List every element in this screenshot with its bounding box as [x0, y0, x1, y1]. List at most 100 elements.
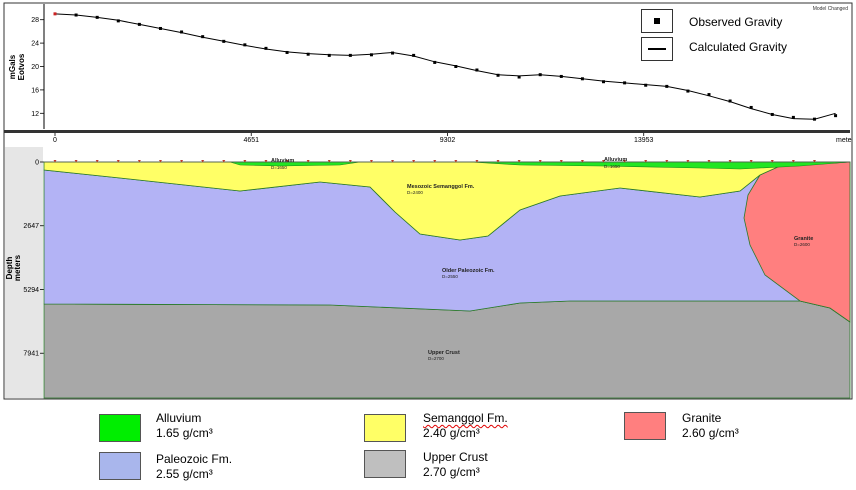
- observed-point: [812, 117, 816, 121]
- observed-point: [433, 60, 437, 64]
- depth-tick-label: 5294: [23, 287, 39, 294]
- station-marker: [559, 160, 563, 163]
- station-marker: [201, 160, 205, 163]
- distance-axis: 0 4651 9302 13953: [53, 133, 654, 144]
- gravity-tick-label: 12: [31, 111, 39, 118]
- distance-tick-label: 0: [53, 137, 57, 144]
- station-marker: [391, 160, 395, 163]
- station-marker: [665, 160, 669, 163]
- gravity-tick-label: 20: [31, 64, 39, 71]
- calculated-legend-label: Calculated Gravity: [689, 40, 788, 54]
- observed-point: [644, 83, 648, 87]
- observed-point: [243, 43, 247, 47]
- paleozoic-density: D=2550: [442, 274, 458, 279]
- semanggol-density: D=2400: [407, 190, 423, 195]
- observed-point: [538, 73, 542, 77]
- geologic-section[interactable]: Alluvium Alluvium Mesozoic Semanggol Fm.…: [43, 157, 851, 399]
- station-marker: [475, 160, 479, 163]
- observed-point: [137, 22, 141, 26]
- depth-tick-label: 0: [35, 160, 39, 167]
- paleozoic-label: Older Paleozoic Fm.: [442, 268, 495, 274]
- observed-point: [95, 15, 99, 19]
- alluvium-swatch: [99, 414, 141, 442]
- calculated-gravity-line: [54, 13, 836, 120]
- granite-density: D=2600: [794, 242, 810, 247]
- observed-point: [686, 89, 690, 93]
- observed-point: [707, 93, 711, 97]
- upper-crust-density: D=2700: [428, 356, 444, 361]
- station-marker: [686, 160, 690, 163]
- observed-point: [580, 77, 584, 81]
- station-marker: [791, 160, 795, 163]
- observed-point: [306, 52, 310, 56]
- semanggol-body[interactable]: [43, 161, 851, 241]
- station-marker: [327, 160, 331, 163]
- station-marker: [53, 160, 57, 163]
- observed-point: [559, 74, 563, 78]
- observed-legend-label: Observed Gravity: [689, 15, 783, 29]
- gravity-axis-label-1: mGals: [8, 54, 17, 79]
- alluvium-right-density: D=1650: [604, 164, 620, 169]
- distance-unit-label: mete: [836, 137, 852, 144]
- station-marker: [770, 160, 774, 163]
- panel-separator[interactable]: [4, 130, 850, 133]
- gravity-axis-label-2: Eotvos: [17, 53, 26, 80]
- station-marker: [264, 160, 268, 163]
- upper-crust-label: Upper Crust: [428, 350, 460, 356]
- station-marker: [95, 160, 99, 163]
- station-marker: [180, 160, 184, 163]
- observed-point: [834, 114, 838, 118]
- observed-point: [665, 84, 669, 88]
- gravity-panel[interactable]: Model Changed mGals Eotvos 28 24 20 16 12: [8, 4, 850, 129]
- alluvium-left-label: Alluvium: [271, 158, 294, 164]
- observed-point: [602, 80, 606, 84]
- semanggol-key: Semanggol Fm. 2.40 g/cm³: [423, 411, 508, 440]
- granite-label: Granite: [794, 236, 813, 242]
- observed-legend-marker: [641, 9, 673, 33]
- station-marker: [728, 160, 732, 163]
- alluvium-right-label: Alluvium: [604, 157, 627, 163]
- alluvium-body-right[interactable]: [469, 161, 851, 170]
- station-marker: [580, 160, 584, 163]
- gravity-tick-label: 16: [31, 87, 39, 94]
- observed-point: [348, 53, 352, 57]
- observed-point: [454, 65, 458, 68]
- gravity-tick-label: 28: [31, 17, 39, 24]
- model-view: Model Changed mGals Eotvos 28 24 20 16 12 0 4…: [3, 2, 853, 400]
- station-marker: [433, 160, 437, 163]
- observed-point: [327, 53, 331, 57]
- station-marker: [222, 160, 226, 163]
- status-text: Model Changed: [813, 6, 849, 12]
- paleozoic-swatch: [99, 452, 141, 480]
- observed-point: [201, 35, 205, 39]
- station-marker: [285, 160, 289, 163]
- observed-point: [623, 81, 627, 85]
- gravity-y-ticks: 28 24 20 16 12: [31, 17, 44, 118]
- observed-point: [496, 73, 500, 77]
- station-marker: [538, 160, 542, 163]
- station-marker: [454, 160, 458, 163]
- alluvium-key: Alluvium 1.65 g/cm³: [156, 411, 213, 440]
- station-marker: [644, 160, 648, 163]
- observed-point: [475, 68, 479, 72]
- calculated-legend-marker: [641, 37, 673, 61]
- observed-point: [158, 26, 162, 30]
- station-marker: [348, 160, 352, 163]
- gravity-plot-area[interactable]: [44, 4, 850, 129]
- observed-point: [369, 53, 373, 57]
- observed-point: [770, 112, 774, 116]
- gravity-tick-label: 24: [31, 41, 39, 48]
- upper-crust-swatch: [364, 450, 406, 478]
- station-marker: [517, 160, 521, 163]
- depth-axis-label-1: Depth: [5, 257, 14, 280]
- observed-point: [53, 12, 57, 16]
- distance-tick-label: 9302: [440, 137, 456, 144]
- observed-point: [791, 115, 795, 119]
- depth-axis: 0 2647 5294 7941: [23, 160, 44, 358]
- station-marker: [623, 160, 627, 163]
- observed-point: [412, 53, 416, 57]
- observed-gravity-points: [53, 12, 838, 121]
- distance-tick-label: 4651: [243, 137, 259, 144]
- observed-point: [222, 39, 226, 43]
- observed-point: [749, 105, 753, 109]
